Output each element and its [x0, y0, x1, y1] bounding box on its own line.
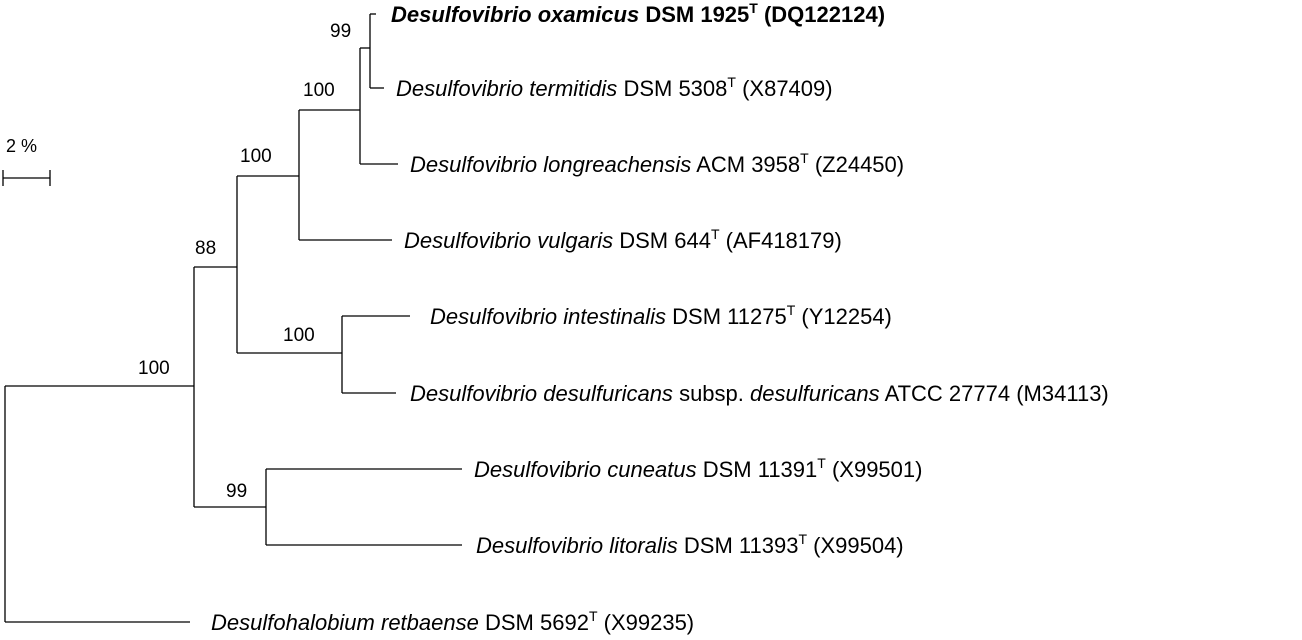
scale-bar: 2 %	[2, 136, 51, 186]
scale-bar-label: 2 %	[6, 136, 37, 156]
bootstrap-values: 99 100 100 88 100 100 99	[138, 21, 351, 502]
bootstrap-with-vulgaris: 100	[240, 146, 272, 167]
tree-branches	[4, 13, 462, 623]
bootstrap-with-longreachensis: 100	[303, 80, 335, 101]
taxon-label-vulgaris: Desulfovibrio vulgaris DSM 644T (AF41817…	[404, 226, 842, 253]
taxon-label-termitidis: Desulfovibrio termitidis DSM 5308T (X874…	[396, 74, 833, 101]
leaf-labels: Desulfovibrio oxamicus DSM 1925T (DQ1221…	[211, 0, 1109, 635]
taxon-label-intestinalis: Desulfovibrio intestinalis DSM 11275T (Y…	[430, 302, 892, 329]
taxon-label-longreachensis: Desulfovibrio longreachensis ACM 3958T (…	[410, 150, 904, 177]
taxon-label-oxamicus: Desulfovibrio oxamicus DSM 1925T (DQ1221…	[391, 0, 885, 27]
taxon-label-retbaense: Desulfohalobium retbaense DSM 5692T (X99…	[211, 608, 694, 635]
bootstrap-desulfovibrio-core: 88	[195, 238, 216, 259]
bootstrap-ingroup: 100	[138, 358, 170, 379]
bootstrap-intestinalis-desulfuricans: 100	[283, 325, 315, 346]
taxon-label-cuneatus: Desulfovibrio cuneatus DSM 11391T (X9950…	[474, 455, 922, 482]
taxon-label-litoralis: Desulfovibrio litoralis DSM 11393T (X995…	[476, 531, 904, 558]
bootstrap-oxamicus-termitidis: 99	[330, 21, 351, 42]
bootstrap-cuneatus-litoralis: 99	[226, 481, 247, 502]
taxon-label-desulfuricans: Desulfovibrio desulfuricans subsp. desul…	[410, 381, 1109, 406]
